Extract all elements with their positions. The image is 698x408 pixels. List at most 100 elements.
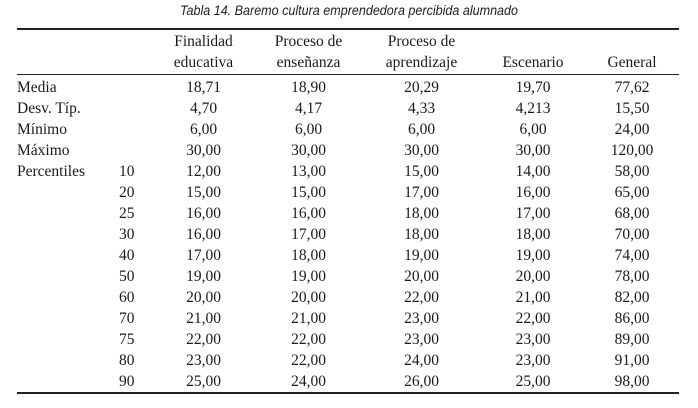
header-empty-cell [17,31,119,73]
row-label [17,287,119,308]
percentile-value: 10 [119,162,135,180]
table-cell: 4,70 [189,99,218,117]
table-cell: 18,90 [291,78,326,96]
table-cell: 19,00 [515,246,551,264]
table-cell: 16,00 [186,225,221,243]
percentile-value [119,73,152,98]
table-cell: 30,00 [515,141,551,159]
row-label [17,308,119,329]
table-cell: 18,00 [291,246,326,264]
column-header-escenario: Escenario [502,54,564,71]
table-row: Media 18,71 18,90 20,29 19,70 77,62 [17,73,679,98]
table-cell: 20,29 [404,78,439,96]
table-cell: 6,00 [519,120,547,138]
table-cell: 6,00 [189,120,218,138]
column-header-proceso-ensenanza: Proceso de enseñanza [274,33,343,71]
table-cell: 21,00 [291,309,326,327]
table-row: 50 19,00 19,00 20,00 20,00 78,00 [17,266,679,287]
table-cell: 86,00 [614,309,650,327]
table-cell: 21,00 [515,288,551,306]
percentile-value: 75 [119,330,135,348]
header-empty-cell [119,31,152,73]
table-row: Mínimo 6,00 6,00 6,00 6,00 24,00 [17,119,679,140]
table-row: Percentiles 10 12,00 13,00 15,00 14,00 58,00 [17,161,679,182]
table-cell: 77,62 [614,78,650,96]
row-label: Percentiles [17,162,86,180]
table-cell: 20,00 [291,288,326,306]
table-cell: 78,00 [614,267,650,285]
table-cell: 22,00 [186,330,221,348]
table-cell: 17,00 [291,225,326,243]
table-cell: 20,00 [186,288,221,306]
table-row: 25 16,00 16,00 18,00 17,00 68,00 [17,203,679,224]
row-label: Mínimo [17,120,67,138]
table-cell: 17,00 [515,204,551,222]
table-cell: 22,00 [515,309,551,327]
table-cell: 18,00 [404,225,439,243]
table-cell: 70,00 [614,225,650,243]
table-cell: 91,00 [614,351,650,369]
table-cell: 98,00 [614,372,650,390]
table-cell: 25,00 [515,372,551,390]
table-cell: 30,00 [186,141,221,159]
table-body: Media 18,71 18,90 20,29 19,70 77,62 Desv. Típ.… [17,73,679,392]
table-cell: 24,00 [291,372,326,390]
table-cell: 6,00 [294,120,323,138]
row-label [17,224,119,245]
table-cell: 4,17 [294,99,323,117]
baremo-table: Finalidad educativa Proceso de enseñanza P… [17,31,679,392]
table-cell: 13,00 [291,162,326,180]
table-row: 90 25,00 24,00 26,00 25,00 98,00 [17,371,679,392]
table-cell: 89,00 [614,330,650,348]
percentile-value [119,140,152,161]
table-cell: 4,213 [515,99,551,117]
percentile-value: 25 [119,204,135,222]
table-cell: 22,00 [291,330,326,348]
table-header: Finalidad educativa Proceso de enseñanza P… [17,31,679,73]
percentile-value: 50 [119,267,135,285]
table-cell: 23,00 [404,330,439,348]
table-row: 30 16,00 17,00 18,00 18,00 70,00 [17,224,679,245]
table-cell: 6,00 [407,120,436,138]
table-cell: 15,00 [404,162,439,180]
table-cell: 23,00 [515,330,551,348]
table-cell: 20,00 [404,267,439,285]
table-cell: 30,00 [404,141,439,159]
table-row: 75 22,00 22,00 23,00 23,00 89,00 [17,329,679,350]
table-cell: 18,00 [404,204,439,222]
table-cell: 15,50 [614,99,650,117]
table-cell: 19,00 [291,267,326,285]
table-cell: 65,00 [614,183,650,201]
table-cell: 74,00 [614,246,650,264]
table-top-rule [17,28,679,30]
table-cell: 16,00 [291,204,326,222]
percentile-value: 40 [119,246,135,264]
table-cell: 19,70 [515,78,551,96]
percentile-value: 60 [119,288,135,306]
table-cell: 24,00 [614,120,650,138]
table-cell: 4,33 [407,99,436,117]
table-cell: 18,71 [186,78,221,96]
row-label [17,245,119,266]
row-label: Media [17,78,57,96]
percentile-value: 20 [119,183,135,201]
percentile-value: 70 [119,309,135,327]
header-rule [17,74,679,75]
table-cell: 15,00 [291,183,326,201]
table-cell: 25,00 [186,372,221,390]
table-bottom-rule [17,392,679,394]
table-row: 20 15,00 15,00 17,00 16,00 65,00 [17,182,679,203]
row-label [17,203,119,224]
table-cell: 24,00 [404,351,439,369]
table-cell: 21,00 [186,309,221,327]
table-cell: 58,00 [614,162,650,180]
table-cell: 19,00 [404,246,439,264]
table-cell: 17,00 [404,183,439,201]
row-label: Máximo [17,141,70,159]
table-cell: 17,00 [186,246,221,264]
table-cell: 23,00 [404,309,439,327]
table-cell: 120,00 [610,141,654,159]
table-cell: 15,00 [186,183,221,201]
table-cell: 26,00 [404,372,439,390]
row-label [17,182,119,203]
